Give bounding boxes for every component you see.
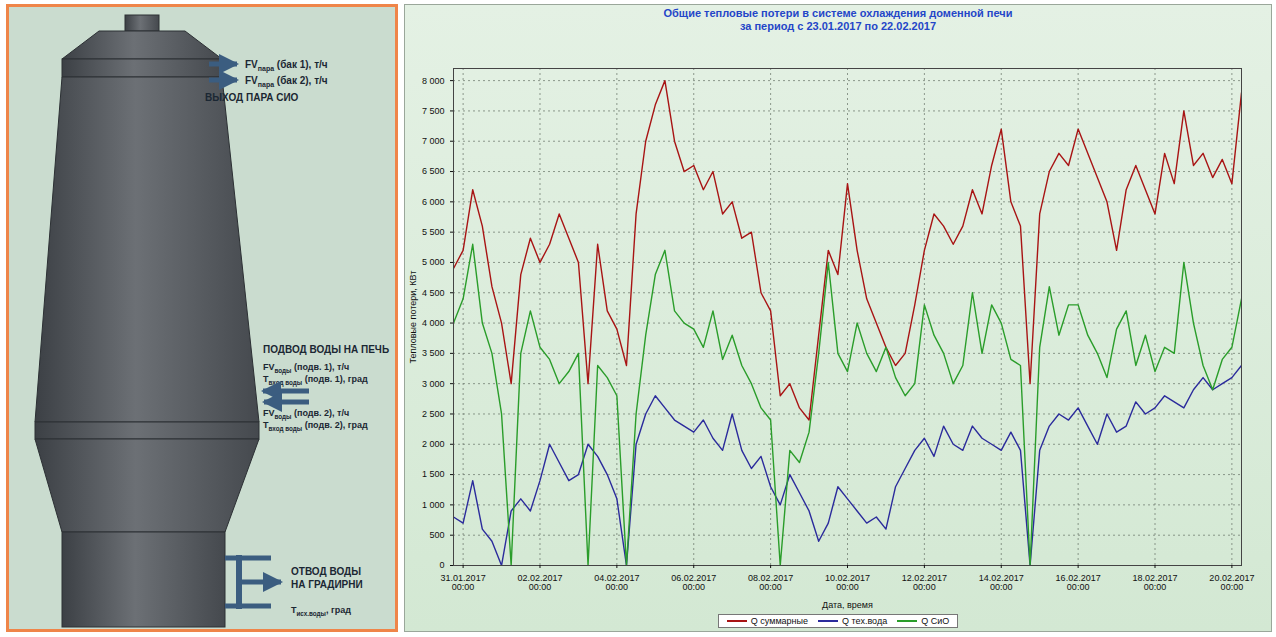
svg-text:0: 0 (439, 560, 444, 570)
svg-text:4 000: 4 000 (422, 318, 445, 328)
svg-text:18.02.201700:00: 18.02.201700:00 (1132, 573, 1177, 592)
svg-text:4 500: 4 500 (422, 288, 445, 298)
html-text:Q СиО: Q СиО (921, 616, 950, 626)
svg-text:7 000: 7 000 (422, 136, 445, 146)
svg-text:6 000: 6 000 (422, 197, 445, 207)
svg-text:500: 500 (429, 530, 444, 540)
svg-text:06.02.201700:00: 06.02.201700:00 (671, 573, 716, 592)
svg-text:1 000: 1 000 (422, 500, 445, 510)
svg-text:Тепловые потери, КВт: Тепловые потери, КВт (408, 271, 418, 364)
svg-text:7 500: 7 500 (422, 106, 445, 116)
svg-text:ОТВОД ВОДЫ: ОТВОД ВОДЫ (291, 566, 361, 577)
svg-text:2 500: 2 500 (422, 409, 445, 419)
html-text:Q суммарные: Q суммарные (750, 616, 809, 626)
html-text:FVводы(подв. 1), т/ч: FVводы(подв. 1), т/ч (263, 362, 350, 374)
html-text:Общие тепловые потери в систем: Общие тепловые потери в системе охлажден… (663, 7, 1013, 19)
svg-text:08.02.201700:00: 08.02.201700:00 (748, 573, 793, 592)
svg-text:ВЫХОД ПАРА СИО: ВЫХОД ПАРА СИО (205, 92, 299, 103)
svg-text:04.02.201700:00: 04.02.201700:00 (594, 573, 639, 592)
svg-text:3 000: 3 000 (422, 379, 445, 389)
svg-text:14.02.201700:00: 14.02.201700:00 (979, 573, 1024, 592)
svg-text:2 000: 2 000 (422, 439, 445, 449)
svg-text:1 500: 1 500 (422, 469, 445, 479)
html-text:FVводы(подв. 2), т/ч: FVводы(подв. 2), т/ч (263, 408, 350, 420)
svg-text:02.02.201700:00: 02.02.201700:00 (517, 573, 562, 592)
html-text:за период с 23.01.2017 по 22.0: за период с 23.01.2017 по 22.02.2017 (739, 20, 936, 32)
svg-text:31.01.201700:00: 31.01.201700:00 (441, 573, 486, 592)
svg-text:Дата, время: Дата, время (822, 600, 873, 610)
svg-text:6 500: 6 500 (422, 166, 445, 176)
svg-text:5 000: 5 000 (422, 257, 445, 267)
svg-text:Tвход воды (подв. 1), град: Tвход воды (подв. 1), град (263, 374, 368, 387)
svg-text:НА ГРАДИРНИ: НА ГРАДИРНИ (291, 579, 363, 590)
svg-text:10.02.201700:00: 10.02.201700:00 (825, 573, 870, 592)
svg-text:5 500: 5 500 (422, 227, 445, 237)
svg-text:12.02.201700:00: 12.02.201700:00 (902, 573, 947, 592)
svg-text:16.02.201700:00: 16.02.201700:00 (1056, 573, 1101, 592)
svg-text:Tвход воды (подв. 2), град: Tвход воды (подв. 2), град (263, 420, 368, 433)
svg-text:Tисх.воды, град: Tисх.воды, град (291, 605, 351, 618)
svg-text:8 000: 8 000 (422, 76, 445, 86)
svg-text:ПОДВОД ВОДЫ НА ПЕЧЬ: ПОДВОД ВОДЫ НА ПЕЧЬ (263, 344, 389, 355)
svg-text:FVпара (бак 1), т/ч: FVпара (бак 1), т/ч (245, 59, 328, 73)
html-text:Q тех.вода: Q тех.вода (842, 616, 888, 626)
svg-text:FVпара (бак 2), т/ч: FVпара (бак 2), т/ч (245, 75, 328, 89)
svg-text:20.02.201700:00: 20.02.201700:00 (1209, 573, 1254, 592)
svg-text:3 500: 3 500 (422, 348, 445, 358)
